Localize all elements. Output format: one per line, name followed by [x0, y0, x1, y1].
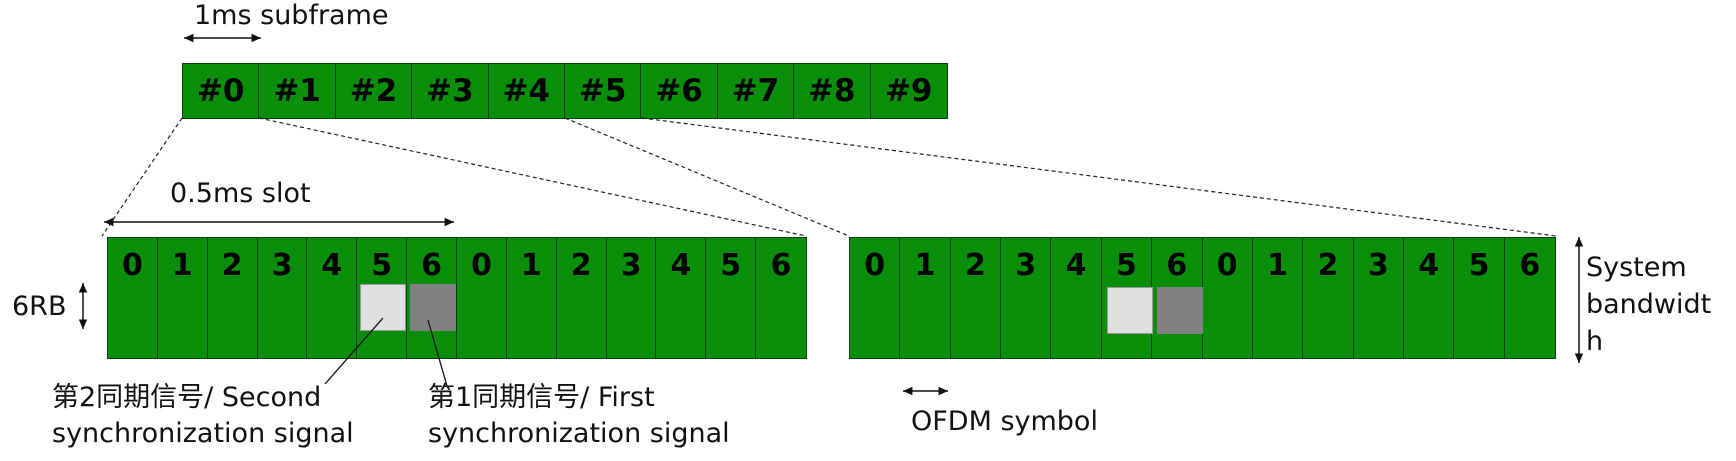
subframe-row: #0 #1 #2 #3 #4 #5 #6 #7 #8 #9 — [182, 63, 948, 119]
first-sync-signal-left — [410, 284, 456, 331]
symbol-right-13: 6 — [1504, 238, 1556, 358]
symbol-left-3: 3 — [257, 238, 308, 358]
symbol-right-12: 5 — [1454, 238, 1505, 358]
subframe-label: 1ms subframe — [194, 0, 389, 31]
symbol-left-9: 2 — [556, 238, 607, 358]
slot-grid-right: 0 1 2 3 4 5 6 0 1 2 3 4 5 6 — [849, 237, 1556, 359]
zoom-line — [258, 117, 807, 237]
symbol-right-4: 4 — [1051, 238, 1102, 358]
symbol-left-11: 4 — [656, 238, 707, 358]
symbol-left-8: 1 — [506, 238, 557, 358]
zoom-line — [101, 117, 183, 237]
symbol-left-1: 1 — [157, 238, 208, 358]
symbol-left-12: 5 — [706, 238, 757, 358]
first-sync-label-1: 第1同期信号/ First — [428, 382, 655, 413]
symbol-left-13: 6 — [756, 238, 807, 358]
symbol-right-9: 2 — [1303, 238, 1354, 358]
subframe-2: #2 — [335, 64, 413, 118]
symbol-left-7: 0 — [457, 238, 507, 358]
first-sync-signal-right — [1157, 287, 1203, 334]
symbol-right-10: 3 — [1353, 238, 1404, 358]
symbol-right-0: 0 — [850, 238, 901, 358]
symbol-left-0: 0 — [108, 238, 158, 358]
system-bandwidth-label-3: h — [1586, 326, 1604, 357]
second-sync-signal-right — [1107, 287, 1153, 334]
symbol-right-1: 1 — [900, 238, 951, 358]
first-sync-pointer — [427, 319, 448, 387]
symbol-right-8: 1 — [1252, 238, 1304, 358]
subframe-0: #0 — [183, 64, 260, 118]
zoom-line — [564, 117, 850, 237]
symbol-right-2: 2 — [950, 238, 1002, 358]
subframe-4: #4 — [488, 64, 565, 118]
slot-label: 0.5ms slot — [170, 178, 311, 209]
system-bandwidth-label-1: System — [1586, 252, 1687, 283]
symbol-left-2: 2 — [207, 238, 258, 358]
subframe-1: #1 — [259, 64, 336, 118]
subframe-7: #7 — [717, 64, 795, 118]
second-sync-label-1: 第2同期信号/ Second — [52, 382, 322, 413]
subframe-8: #8 — [794, 64, 871, 118]
ofdm-symbol-label: OFDM symbol — [911, 406, 1098, 437]
second-sync-signal-left — [360, 284, 406, 331]
second-sync-label-2: synchronization signal — [52, 418, 354, 449]
symbol-right-3: 3 — [1001, 238, 1052, 358]
symbol-right-11: 4 — [1403, 238, 1455, 358]
system-bandwidth-label-2: bandwidt — [1586, 289, 1712, 320]
zoom-line — [641, 117, 1557, 237]
symbol-left-10: 3 — [606, 238, 657, 358]
subframe-9: #9 — [870, 64, 947, 118]
first-sync-label-2: synchronization signal — [428, 418, 730, 449]
second-sync-pointer — [324, 317, 384, 385]
subframe-6: #6 — [641, 64, 718, 118]
symbol-right-7: 0 — [1202, 238, 1253, 358]
subframe-3: #3 — [412, 64, 489, 118]
rb-label: 6RB — [12, 291, 67, 322]
symbol-left-4: 4 — [307, 238, 358, 358]
subframe-5: #5 — [564, 64, 642, 118]
